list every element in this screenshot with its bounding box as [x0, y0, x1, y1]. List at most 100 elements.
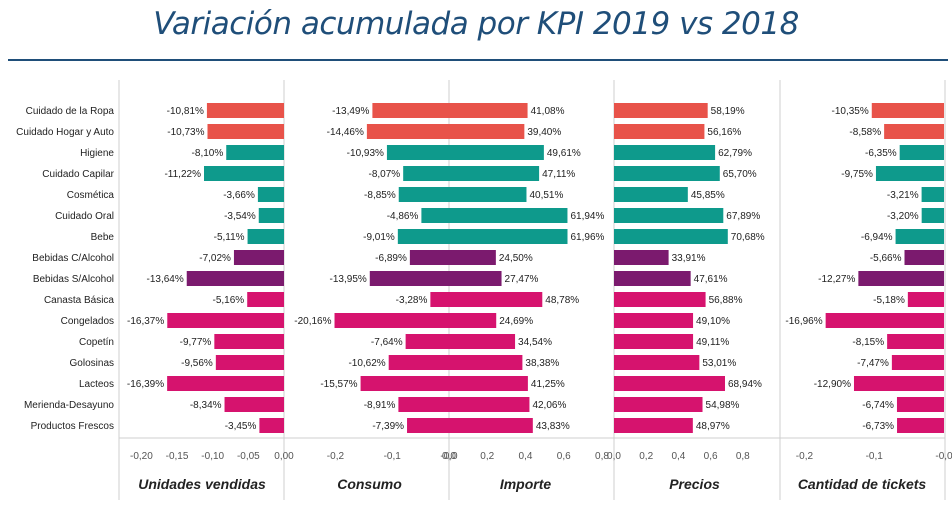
tick-label: 0,0 — [607, 451, 621, 462]
bar — [899, 145, 944, 160]
bar — [449, 313, 497, 328]
tick-label: 0,0 — [442, 451, 456, 462]
data-label: -5,16% — [213, 295, 245, 306]
category-label: Bebidas C/Alcohol — [32, 253, 114, 264]
category-label: Cuidado de la Ropa — [26, 106, 115, 117]
bar — [247, 229, 284, 244]
category-label: Copetín — [79, 337, 114, 348]
category-label: Cosmética — [67, 190, 115, 201]
bar — [398, 397, 449, 412]
data-label: -6,35% — [865, 148, 897, 159]
data-label: -15,57% — [320, 379, 357, 390]
data-label: -10,35% — [832, 106, 869, 117]
data-label: 43,83% — [536, 421, 570, 432]
bar — [449, 292, 543, 307]
tick-label: 0,4 — [671, 451, 685, 462]
category-label: Cuidado Capilar — [42, 169, 114, 180]
tick-label: -0,0 — [440, 451, 458, 462]
bar — [614, 250, 669, 265]
category-label: Bebidas S/Alcohol — [33, 274, 114, 285]
bar — [449, 250, 496, 265]
bar — [871, 103, 944, 118]
data-label: -13,95% — [330, 274, 367, 285]
data-label: -10,93% — [347, 148, 384, 159]
data-label: 68,94% — [728, 379, 762, 390]
data-label: 70,68% — [731, 232, 765, 243]
data-label: 56,16% — [707, 127, 741, 138]
data-label: -3,21% — [887, 190, 919, 201]
bar — [614, 208, 724, 223]
category-label: Higiene — [80, 148, 114, 159]
bar — [614, 166, 720, 181]
bar — [449, 166, 540, 181]
tick-label: -0,1 — [866, 451, 884, 462]
bar — [896, 397, 944, 412]
data-label: 49,10% — [696, 316, 730, 327]
data-label: -6,74% — [862, 400, 894, 411]
data-label: -3,66% — [223, 190, 255, 201]
bar — [372, 103, 449, 118]
bar — [167, 313, 284, 328]
tick-label: -0,20 — [130, 451, 153, 462]
data-label: -11,22% — [164, 169, 201, 180]
data-label: 47,61% — [694, 274, 728, 285]
tick-label: 0,4 — [519, 451, 533, 462]
data-label: -7,39% — [372, 421, 404, 432]
data-label: -10,81% — [167, 106, 204, 117]
bar — [449, 397, 530, 412]
bar — [186, 271, 284, 286]
data-label: -8,34% — [190, 400, 222, 411]
data-label: -20,16% — [294, 316, 331, 327]
category-label: Merienda-Desayuno — [24, 400, 114, 411]
data-label: -8,58% — [849, 127, 881, 138]
data-label: -9,77% — [180, 337, 212, 348]
bar — [614, 292, 706, 307]
category-label: Cuidado Hogar y Auto — [16, 127, 114, 138]
bar — [887, 334, 944, 349]
bar — [904, 250, 944, 265]
bar — [853, 376, 944, 391]
data-label: 58,19% — [711, 106, 745, 117]
bar — [449, 334, 516, 349]
data-label: -3,45% — [225, 421, 257, 432]
data-label: 62,79% — [718, 148, 752, 159]
data-label: -13,64% — [146, 274, 183, 285]
bar — [430, 292, 449, 307]
data-label: -6,89% — [375, 253, 407, 264]
category-label: Bebe — [91, 232, 115, 243]
bar — [614, 271, 691, 286]
bar — [403, 166, 449, 181]
bar — [614, 376, 725, 391]
bar — [897, 418, 944, 433]
tick-label: -0,10 — [201, 451, 224, 462]
bar — [388, 355, 449, 370]
chart-title: Variación acumulada por KPI 2019 vs 2018 — [153, 6, 799, 42]
bar — [233, 250, 284, 265]
data-label: -8,91% — [364, 400, 396, 411]
data-label: 33,91% — [672, 253, 706, 264]
bar — [891, 355, 944, 370]
bar — [203, 166, 284, 181]
tick-label: 0,6 — [704, 451, 718, 462]
bar — [258, 208, 284, 223]
bar — [224, 397, 284, 412]
bar — [207, 124, 284, 139]
data-label: 34,54% — [518, 337, 552, 348]
bar — [360, 376, 449, 391]
data-label: 56,88% — [709, 295, 743, 306]
data-label: -8,10% — [192, 148, 224, 159]
bar — [614, 418, 693, 433]
bar — [449, 376, 528, 391]
data-label: -3,20% — [887, 211, 919, 222]
bar — [369, 271, 449, 286]
bar — [449, 229, 568, 244]
bar — [875, 166, 944, 181]
bar — [167, 376, 284, 391]
bar — [421, 208, 449, 223]
bar — [449, 187, 527, 202]
bar — [614, 355, 700, 370]
category-label: Cuidado Oral — [55, 211, 114, 222]
data-label: 24,69% — [499, 316, 533, 327]
data-label: -9,01% — [363, 232, 395, 243]
